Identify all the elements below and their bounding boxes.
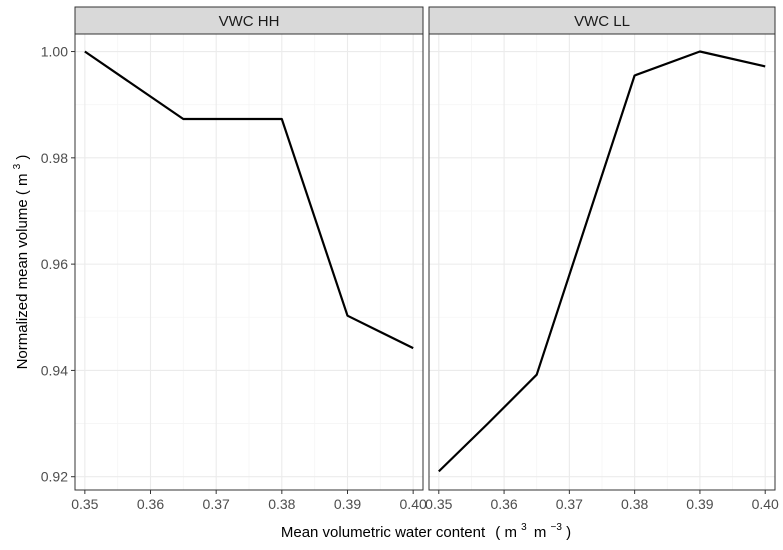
x-axis-unit-exp2: −3 bbox=[551, 522, 563, 533]
x-tick-label: 0.38 bbox=[268, 496, 295, 512]
x-tick-label: 0.37 bbox=[556, 496, 583, 512]
x-axis-unit-exp1: 3 bbox=[521, 522, 527, 533]
x-tick-label: 0.39 bbox=[686, 496, 713, 512]
x-tick-label: 0.39 bbox=[334, 496, 361, 512]
y-axis-unit-m: m bbox=[14, 173, 31, 186]
y-axis-title-text: Normalized mean volume bbox=[14, 199, 31, 369]
x-tick-label: 0.37 bbox=[203, 496, 230, 512]
panel-2: VWC LL 0.35 0.36 0.37 0.38 0.39 0.40 bbox=[425, 6, 779, 512]
y-axis-unit-exp: 3 bbox=[12, 163, 23, 169]
y-tick-label: 0.98 bbox=[41, 150, 68, 166]
x-tick-label: 0.35 bbox=[425, 496, 452, 512]
x-tick-label: 0.40 bbox=[400, 496, 427, 512]
strip-background bbox=[74, 6, 424, 35]
strip-background bbox=[428, 6, 776, 35]
series-line-1 bbox=[84, 50, 414, 350]
x-tick-label: 0.36 bbox=[490, 496, 517, 512]
y-axis-title: Normalized mean volume ( m 3 ) bbox=[7, 155, 31, 370]
y-tick-label: 1.00 bbox=[41, 44, 68, 60]
y-tick-label: 0.92 bbox=[41, 469, 68, 485]
y-tick-label: 0.96 bbox=[41, 256, 68, 272]
strip-label: VWC HH bbox=[219, 13, 280, 30]
panels-layer: VWC HH 0.35 0.36 0.37 0.38 0.39 0.40 0.92 0.94 0.… bbox=[41, 6, 779, 512]
y-axis-unit-open: ( bbox=[14, 190, 31, 195]
x-axis-unit-m1: m bbox=[504, 524, 517, 541]
x-axis-title-text: Mean volumetric water content bbox=[281, 524, 486, 541]
strip-label: VWC LL bbox=[574, 13, 630, 30]
y-axis-unit-close: ) bbox=[14, 155, 31, 160]
x-tick-label: 0.36 bbox=[137, 496, 164, 512]
x-axis-unit-open: ( bbox=[495, 524, 500, 541]
series-line-2 bbox=[438, 50, 766, 473]
x-axis-title: Mean volumetric water content ( m 3 m −3… bbox=[281, 517, 571, 541]
x-tick-label: 0.40 bbox=[752, 496, 779, 512]
x-axis-unit-close: ) bbox=[566, 524, 571, 541]
x-tick-label: 0.38 bbox=[621, 496, 648, 512]
x-tick-label: 0.35 bbox=[71, 496, 98, 512]
y-tick-label: 0.94 bbox=[41, 362, 68, 378]
panel-1: VWC HH 0.35 0.36 0.37 0.38 0.39 0.40 0.92 0.94 0.… bbox=[41, 6, 427, 512]
x-axis-unit-m2: m bbox=[534, 524, 547, 541]
